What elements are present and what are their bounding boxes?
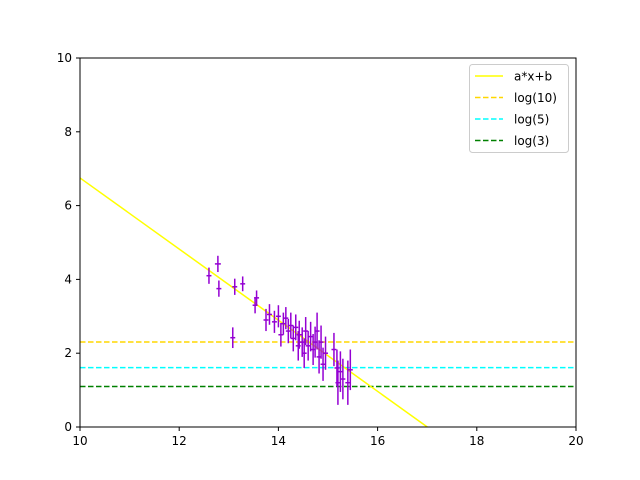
data-point-14: [283, 307, 289, 330]
x-tick-label: 18: [469, 434, 484, 448]
data-point-37: [340, 358, 346, 400]
y-tick-label: 8: [64, 125, 72, 139]
legend-label: log(10): [514, 91, 557, 105]
data-point-30: [318, 325, 324, 359]
data-point-22: [301, 338, 307, 368]
x-tick-label: 12: [172, 434, 187, 448]
fit-line: [79, 177, 428, 428]
data-point-39: [347, 349, 353, 391]
data-point-15: [285, 318, 291, 344]
fit-line-group: [79, 177, 428, 428]
data-point-28: [314, 312, 320, 350]
legend-entry-3: log(3): [475, 134, 549, 148]
data-point-36: [337, 351, 343, 392]
data-point-9: [266, 304, 272, 325]
data-point-16: [288, 312, 294, 339]
data-point-2: [216, 280, 222, 297]
x-tick-label: 10: [72, 434, 87, 448]
y-tick-label: 2: [64, 346, 72, 360]
legend-entry-1: log(10): [475, 91, 557, 105]
data-point-10: [271, 310, 277, 333]
y-tick-label: 4: [64, 272, 72, 286]
data-point-33: [331, 332, 337, 367]
data-point-20: [296, 320, 302, 349]
data-point-7: [254, 290, 260, 306]
data-point-11: [275, 305, 281, 328]
legend-label: log(5): [514, 113, 549, 127]
x-tick-label: 14: [271, 434, 286, 448]
data-point-12: [278, 322, 284, 347]
legend-entry-2: log(5): [475, 113, 549, 127]
data-point-13: [280, 312, 286, 335]
data-point-5: [240, 276, 246, 292]
data-point-1: [214, 255, 221, 273]
data-point-0: [206, 267, 212, 284]
legend-label: a*x+b: [514, 70, 552, 84]
data-point-3: [230, 327, 236, 349]
x-tick-label: 20: [568, 434, 583, 448]
legend: a*x+b log(10) log(5) log(3): [469, 64, 569, 153]
y-tick-label: 6: [64, 199, 72, 213]
data-point-32: [323, 336, 328, 370]
data-point-8: [263, 308, 269, 332]
legend-box: [469, 64, 569, 153]
y-tick-label: 0: [64, 420, 72, 434]
x-tick-label: 16: [370, 434, 385, 448]
plot-frame: [79, 57, 577, 428]
y-axis-ticks: 0 2 4 6 8 10: [57, 51, 80, 434]
x-axis-ticks: 10 12 14 16 18 20: [72, 427, 584, 448]
reference-lines: [80, 341, 576, 388]
data-point-25: [308, 321, 314, 352]
legend-label: log(3): [514, 134, 549, 148]
legend-entry-0: a*x+b: [475, 70, 552, 84]
data-point-4: [232, 278, 238, 295]
data-point-35: [335, 360, 341, 405]
data-point-38: [345, 360, 351, 405]
data-point-17: [290, 325, 296, 352]
data-point-23: [303, 317, 309, 346]
y-tick-label: 10: [57, 51, 72, 65]
data-point-18: [293, 314, 299, 341]
data-points: [206, 255, 353, 405]
